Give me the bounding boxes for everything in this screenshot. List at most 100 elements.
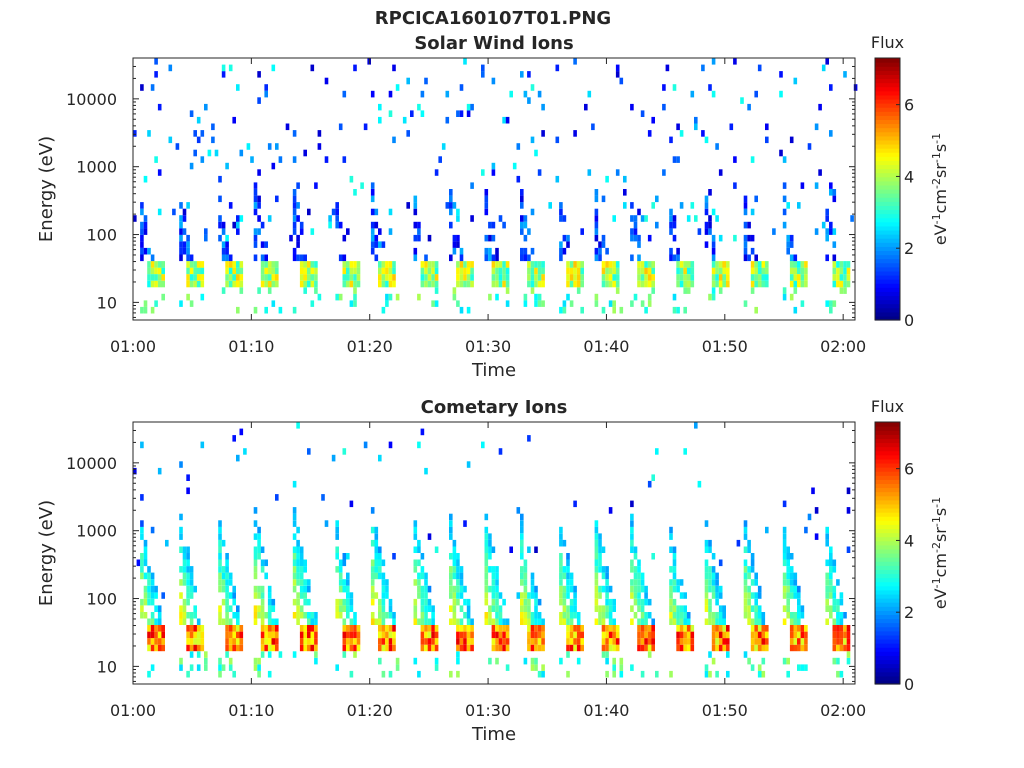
heatmap-cell	[814, 182, 819, 189]
heatmap-cell	[836, 638, 840, 645]
heatmap-cell	[523, 300, 528, 307]
heatmap-cell	[204, 234, 208, 242]
heatmap-cell	[534, 625, 538, 632]
heatmap-cell	[750, 287, 755, 294]
heatmap-cell	[825, 533, 829, 540]
heatmap-cell	[495, 657, 499, 665]
colorbar-step	[875, 311, 900, 317]
heatmap-cell	[346, 553, 350, 560]
heatmap-cell	[765, 625, 769, 632]
heatmap-cell	[299, 559, 304, 567]
heatmap-cell	[711, 293, 716, 301]
heatmap-cell	[711, 90, 716, 98]
heatmap-cell	[839, 261, 844, 268]
heatmap-cell	[743, 585, 748, 593]
heatmap-cell	[651, 287, 655, 294]
heatmap-cell	[427, 280, 432, 288]
heatmap-cell	[349, 592, 354, 599]
heatmap-cell	[708, 651, 712, 658]
colorbar-step	[875, 221, 900, 227]
colorbar-step	[875, 143, 900, 149]
heatmap-cell	[757, 605, 762, 612]
heatmap-cell	[264, 306, 268, 314]
heatmap-cell	[530, 274, 535, 281]
heatmap-cell	[161, 274, 165, 281]
heatmap-cell	[566, 585, 570, 593]
heatmap-cell	[228, 618, 233, 625]
heatmap-cell	[573, 598, 577, 606]
heatmap-cell	[143, 546, 148, 553]
heatmap-cell	[381, 631, 386, 639]
heatmap-cell	[846, 644, 851, 652]
heatmap-cell	[147, 585, 151, 593]
heatmap-cell	[651, 274, 655, 281]
heatmap-cell	[530, 625, 535, 632]
heatmap-cell	[800, 605, 805, 612]
colorbar-step	[875, 442, 900, 448]
heatmap-cell	[615, 280, 620, 288]
heatmap-cell	[257, 71, 261, 78]
heatmap-cell	[285, 123, 290, 131]
heatmap-cell	[782, 572, 787, 580]
heatmap-cell	[825, 300, 829, 307]
heatmap-cell	[459, 572, 464, 580]
heatmap-cell	[537, 618, 542, 625]
heatmap-cell	[637, 566, 641, 573]
heatmap-cell	[843, 280, 847, 288]
heatmap-cell	[388, 110, 393, 117]
heatmap-cell	[829, 306, 833, 314]
heatmap-cell	[449, 254, 453, 262]
heatmap-cell	[193, 130, 197, 137]
heatmap-cell	[537, 280, 542, 288]
heatmap-cell	[807, 143, 812, 150]
heatmap-cell	[804, 261, 808, 268]
heatmap-cell	[537, 644, 542, 652]
heatmap-cell	[484, 612, 489, 619]
heatmap-cell	[825, 234, 829, 242]
heatmap-cell	[669, 533, 673, 540]
x-axis-label: Time	[471, 724, 516, 745]
heatmap-cell	[711, 612, 716, 619]
colorbar-step	[875, 495, 900, 501]
colorbar-step	[875, 507, 900, 513]
heatmap-cell	[189, 280, 194, 288]
heatmap-cell	[829, 579, 833, 586]
heatmap-cell	[679, 592, 684, 599]
heatmap-cell	[527, 261, 531, 268]
heatmap-cell	[236, 261, 240, 268]
heatmap-cell	[143, 612, 148, 619]
heatmap-cell	[140, 241, 144, 248]
heatmap-cell	[708, 612, 712, 619]
heatmap-cell	[594, 566, 599, 573]
heatmap-cell	[420, 280, 425, 288]
colorbar-step	[875, 593, 900, 599]
heatmap-cell	[179, 612, 183, 619]
heatmap-cell	[463, 274, 467, 281]
heatmap-cell	[264, 638, 268, 645]
heatmap-cell	[754, 625, 758, 632]
heatmap-cell	[157, 618, 162, 625]
heatmap-cell	[530, 208, 535, 216]
heatmap-cell	[534, 638, 538, 645]
heatmap-cell	[594, 559, 599, 567]
heatmap-cell	[459, 585, 464, 593]
colorbar-step	[875, 467, 900, 472]
heatmap-cell	[495, 267, 499, 275]
heatmap-cell	[647, 638, 652, 645]
colorbar-step	[875, 201, 900, 206]
heatmap-cell	[587, 90, 592, 98]
heatmap-cell	[672, 618, 677, 625]
heatmap-cell	[179, 533, 183, 540]
heatmap-cell	[204, 103, 208, 111]
heatmap-cell	[484, 546, 489, 553]
heatmap-cell	[704, 241, 709, 248]
heatmap-cell	[427, 644, 432, 652]
heatmap-cell	[385, 293, 389, 301]
heatmap-cell	[470, 631, 474, 639]
colorbar-step	[875, 614, 900, 620]
heatmap-cell	[502, 644, 506, 652]
heatmap-cell	[236, 644, 240, 652]
heatmap-cell	[463, 585, 467, 593]
heatmap-cell	[378, 605, 382, 612]
heatmap-cell	[850, 215, 854, 222]
